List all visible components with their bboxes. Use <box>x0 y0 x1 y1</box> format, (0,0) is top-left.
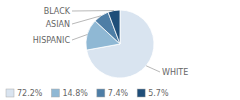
legend-swatch <box>137 89 145 97</box>
legend-label: 5.7% <box>148 89 169 98</box>
slice-label: HISPANIC <box>33 36 71 45</box>
legend-swatch <box>97 89 105 97</box>
leader-line <box>72 10 114 11</box>
legend-label: 14.8% <box>62 89 88 98</box>
chart: WHITE HISPANIC ASIAN BLACK 72.2% 14.8% 7.4% 5.7… <box>0 0 240 100</box>
pie-slice <box>108 10 120 44</box>
leader-line <box>146 66 160 72</box>
legend-swatch <box>51 89 59 97</box>
pie-slice <box>87 10 154 78</box>
legend: 72.2% 14.8% 7.4% 5.7% <box>6 89 169 98</box>
slice-label: WHITE <box>162 68 188 77</box>
legend-swatch <box>6 89 14 97</box>
leader-line <box>72 34 87 40</box>
leader-line <box>72 16 101 24</box>
slices <box>86 10 154 78</box>
slice-label: BLACK <box>44 7 71 16</box>
slice-label: ASIAN <box>46 20 70 29</box>
legend-label: 7.4% <box>108 89 129 98</box>
legend-label: 72.2% <box>17 89 43 98</box>
slice-labels: WHITE HISPANIC ASIAN BLACK <box>33 7 188 77</box>
